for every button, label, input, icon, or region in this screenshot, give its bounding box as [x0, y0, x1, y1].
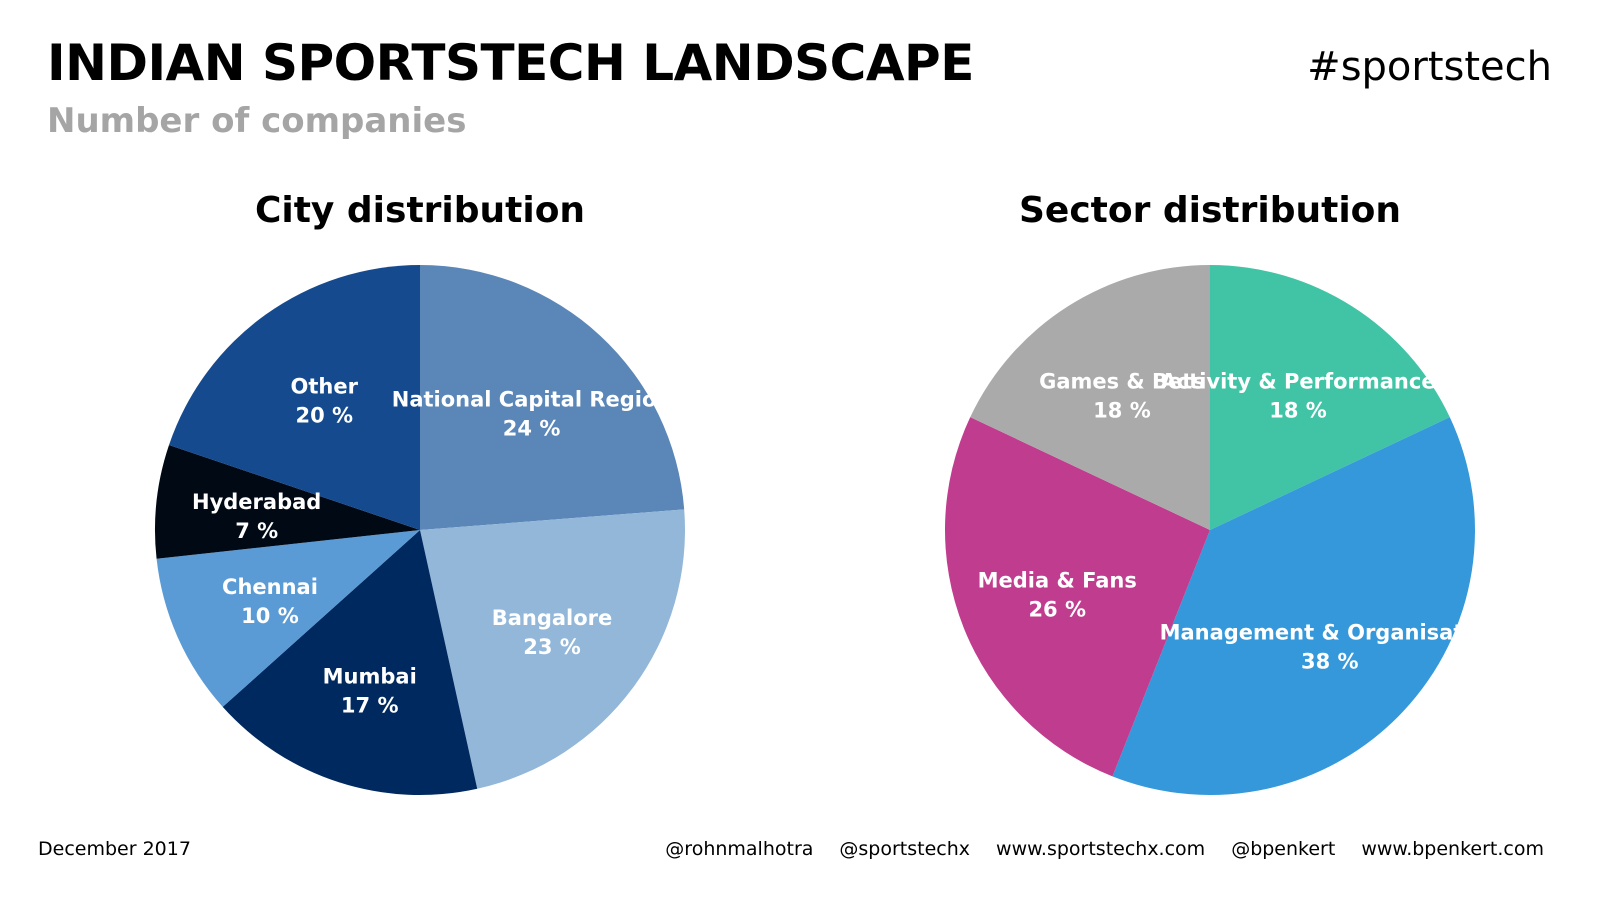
footer-link-bpenkert-site[interactable]: www.bpenkert.com: [1361, 838, 1544, 860]
sector-slice-games-and-bets: [970, 265, 1210, 530]
city-label-hyderabad: Hyderabad 7 %: [192, 490, 321, 543]
sector-chart-title: Sector distribution: [1018, 190, 1402, 231]
city-label-mumbai: Mumbai 17 %: [323, 664, 417, 717]
sector-label-name: Media & Fans: [978, 568, 1137, 592]
city-label-other: Other 20 %: [291, 374, 359, 427]
sector-label-games-and-bets: Games & Bets 18 %: [1039, 369, 1205, 422]
page-title: INDIAN SPORTSTECH LANDSCAPE: [47, 34, 974, 92]
city-slice-mumbai: [222, 530, 478, 795]
sector-label-value: 18 %: [1269, 398, 1327, 422]
sector-label-management-and-organisation: Management & Organisation 38 %: [1160, 620, 1490, 673]
sector-label-name: Activity & Performance: [1160, 369, 1435, 393]
city-label-value: 20 %: [295, 403, 353, 427]
sector-label-media-and-fans: Media & Fans 26 %: [978, 568, 1137, 621]
sector-label-activity-and-performance: Activity & Performance 18 %: [1160, 369, 1435, 422]
city-slice-other: [169, 265, 420, 530]
footer-link-sportstechx[interactable]: @sportstechx: [839, 838, 971, 860]
city-label-name: Chennai: [222, 575, 318, 599]
footer-link-sportstechx-site[interactable]: www.sportstechx.com: [996, 838, 1206, 860]
footer-date: December 2017: [38, 838, 191, 860]
footer-links: @rohnmalhotra @sportstechx www.sportstec…: [665, 838, 1544, 860]
page-subtitle: Number of companies: [47, 101, 467, 141]
city-label-value: 23 %: [523, 635, 581, 659]
footer-link-rohnmalhotra[interactable]: @rohnmalhotra: [665, 838, 814, 860]
city-label-name: National Capital Region: [392, 387, 672, 411]
city-label-name: Bangalore: [492, 606, 613, 630]
city-label-bangalore: Bangalore 23 %: [492, 606, 613, 659]
city-pie-chart: National Capital Region 24 % Bangalore 23 %…: [155, 265, 685, 795]
sector-label-value: 26 %: [1028, 597, 1086, 621]
city-label-national-capital-region: National Capital Region 24 %: [392, 387, 672, 440]
hashtag-label: #sportstech: [1307, 44, 1552, 90]
city-label-name: Other: [291, 374, 359, 398]
sector-label-name: Management & Organisation: [1160, 620, 1490, 644]
sector-slice-management-and-organisation: [1112, 417, 1475, 795]
sector-label-name: Games & Bets: [1039, 369, 1205, 393]
city-chart-title: City distribution: [254, 190, 586, 231]
sector-label-value: 18 %: [1093, 398, 1151, 422]
city-slice-chennai: [156, 530, 420, 707]
sector-slice-activity-and-performance: [1210, 265, 1450, 530]
city-slice-bangalore: [420, 509, 685, 789]
city-label-value: 10 %: [241, 604, 299, 628]
sector-label-value: 38 %: [1301, 649, 1359, 673]
city-label-value: 24 %: [503, 416, 561, 440]
city-label-name: Mumbai: [323, 664, 417, 688]
city-slice-national-capital-region: [420, 265, 685, 530]
city-label-value: 7 %: [235, 519, 278, 543]
city-label-chennai: Chennai 10 %: [222, 575, 318, 628]
city-slice-hyderabad: [155, 444, 420, 559]
sector-slice-media-and-fans: [945, 417, 1210, 777]
sector-pie-chart: Activity & Performance 18 % Management & O…: [945, 265, 1490, 795]
city-label-value: 17 %: [341, 693, 399, 717]
city-label-name: Hyderabad: [192, 490, 321, 514]
footer-link-bpenkert[interactable]: @bpenkert: [1231, 838, 1336, 860]
